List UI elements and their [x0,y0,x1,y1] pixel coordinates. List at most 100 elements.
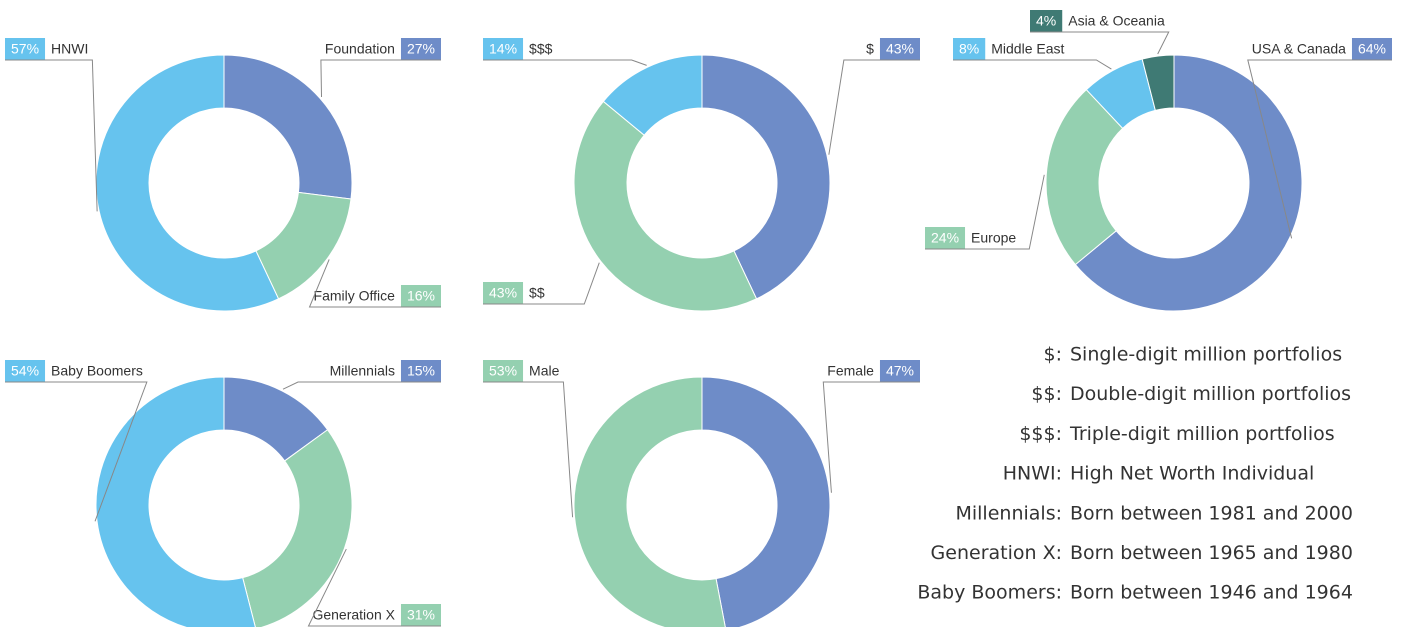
label-name: USA & Canada [1252,41,1346,57]
slice-label: 15% Millennials [330,360,441,382]
slice [573,100,758,312]
label-name: Millennials [330,363,395,379]
slice-label: 24% Europe [925,227,1016,249]
label-name: HNWI [51,41,88,57]
slice [701,376,831,627]
leader-line [483,262,600,305]
label-box [953,38,986,60]
glossary-definition: Born between 1981 and 2000 [1070,502,1353,524]
slice [701,54,831,300]
label-name: Generation X [312,607,395,623]
slice [1141,54,1175,111]
label-value: 14% [489,41,517,57]
label-value: 43% [886,41,914,57]
slice [223,54,353,200]
label-box [400,285,441,307]
glossary-definition: Double-digit million portfolios [1070,383,1351,405]
label-box [483,282,524,304]
leader-line [1030,31,1170,55]
label-value: 57% [11,41,39,57]
slice-label: 4% Asia & Oceania [1030,10,1165,32]
slice-label: 43% $ [866,38,920,60]
label-name: Asia & Oceania [1068,13,1165,29]
label-value: 4% [1036,13,1056,29]
glossary-term: $$$: [1019,423,1062,445]
slice-label: 54% Baby Boomers [5,360,143,382]
label-name: $ [866,41,874,57]
leader-line [5,59,98,212]
glossary-term: $: [1044,344,1063,366]
label-box [483,360,524,382]
label-value: 47% [886,363,914,379]
slice-label: 57% HNWI [5,38,88,60]
leader-line [307,548,441,627]
label-value: 64% [1358,41,1386,57]
label-value: 16% [407,288,435,304]
slice-label: 8% Middle East [953,38,1064,60]
slice-label: 64% USA & Canada [1252,38,1392,60]
label-box [1030,10,1063,32]
leader-line [282,381,441,390]
leader-line [925,174,1045,250]
slice [573,376,726,627]
leader-line [822,381,920,493]
leader-line [5,381,148,522]
label-name: Family Office [314,288,396,304]
slice [602,54,703,136]
slice [95,54,280,312]
label-value: 43% [489,285,517,301]
leader-line [320,59,441,98]
label-name: Europe [971,230,1016,246]
slice-label: 14% $$$ [483,38,553,60]
slice-label: 53% Male [483,360,560,382]
slice-label: 31% Generation X [312,604,441,626]
label-box [925,227,966,249]
label-box [483,38,524,60]
label-name: Foundation [325,41,395,57]
label-box [400,38,441,60]
label-name: Middle East [991,41,1064,57]
label-value: 27% [407,41,435,57]
leader-line [953,59,1112,70]
label-name: Male [529,363,560,379]
leader-line [828,59,920,155]
slice [1045,88,1124,266]
slice [242,429,353,627]
leader-line [483,59,647,66]
label-box [5,38,46,60]
glossary-term: Millennials: [955,502,1062,524]
slice-label: 27% Foundation [325,38,441,60]
label-name: Female [827,363,874,379]
glossary-term: Generation X: [931,542,1062,564]
label-value: 53% [489,363,517,379]
label-value: 24% [931,230,959,246]
leader-line [483,381,574,518]
label-name: $$$ [529,41,553,57]
glossary-definition: Triple-digit million portfolios [1069,423,1335,445]
label-value: 54% [11,363,39,379]
label-value: 31% [407,607,435,623]
label-box [5,360,46,382]
label-box [879,360,920,382]
label-box [400,360,441,382]
slice-label: 47% Female [827,360,920,382]
label-box [1351,38,1392,60]
leader-line [1247,59,1392,239]
leader-line [308,259,441,308]
slice-label: 43% $$ [483,282,545,304]
label-value: 8% [959,41,979,57]
label-box [400,604,441,626]
glossary-definition: High Net Worth Individual [1070,463,1314,485]
glossary-term: Baby Boomers: [917,582,1062,604]
glossary-definition: Born between 1965 and 1980 [1070,542,1353,564]
glossary-term: HNWI: [1003,463,1062,485]
glossary-definition: Born between 1946 and 1964 [1070,582,1353,604]
label-box [879,38,920,60]
label-name: $$ [529,285,545,301]
label-value: 15% [407,363,435,379]
slice [1074,54,1303,312]
glossary-definition: Single-digit million portfolios [1070,344,1342,366]
slice-label: 16% Family Office [314,285,441,307]
slice [95,376,256,627]
